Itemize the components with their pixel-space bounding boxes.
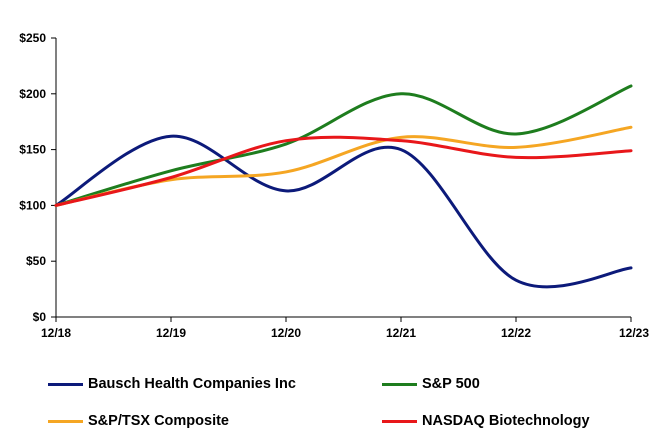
series-line-sp500: [54, 84, 633, 207]
y-tick-label: $50: [26, 254, 46, 268]
legend-item-tsx: S&P/TSX Composite: [48, 411, 229, 431]
legend-swatch-sp500: [382, 382, 417, 386]
legend-swatch-nasdaq-biotech: [382, 419, 417, 423]
x-tick-label: 12/22: [501, 326, 531, 340]
y-tick-label: $0: [33, 310, 47, 324]
legend-item-sp500: S&P 500: [382, 374, 480, 394]
series-lines: [54, 84, 633, 289]
y-tick-label: $100: [19, 198, 46, 212]
x-tick-label: 12/21: [386, 326, 416, 340]
legend-label-bausch: Bausch Health Companies Inc: [88, 376, 296, 392]
y-axis: $0 $50 $100 $150 $200 $250: [19, 31, 57, 324]
legend-swatch-tsx: [48, 419, 83, 423]
legend-item-nasdaq-biotech: NASDAQ Biotechnology: [382, 411, 590, 431]
legend-label-nasdaq-biotech: NASDAQ Biotechnology: [422, 413, 590, 429]
legend-swatch-bausch: [48, 382, 83, 386]
y-tick-label: $150: [19, 143, 46, 157]
x-axis: 12/18 12/19 12/20 12/21 12/22 12/23: [41, 316, 649, 340]
line-chart: $0$50$100$150$200$250 12/18 12/19 12/20 12/…: [19, 31, 649, 340]
y-tick-label: $200: [19, 87, 46, 101]
legend-label-sp500: S&P 500: [422, 376, 480, 392]
legend-label-tsx: S&P/TSX Composite: [88, 413, 229, 429]
series-line-bausch: [54, 134, 633, 289]
series-line-nasdaq-biotech: [54, 135, 633, 207]
legend: Bausch Health Companies Inc S&P 500 S&P/…: [0, 368, 662, 437]
x-tick-label: 12/23: [619, 326, 649, 340]
y-tick-label: $250: [19, 31, 46, 45]
legend-item-bausch: Bausch Health Companies Inc: [48, 374, 296, 394]
x-tick-label: 12/20: [271, 326, 301, 340]
x-tick-label: 12/19: [156, 326, 186, 340]
x-tick-label: 12/18: [41, 326, 71, 340]
